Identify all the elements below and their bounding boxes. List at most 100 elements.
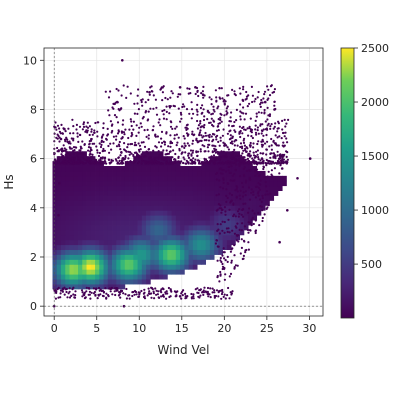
density-cell (205, 205, 211, 211)
data-point (58, 162, 62, 165)
density-cell (150, 215, 155, 221)
density-cell (209, 161, 215, 167)
data-point (234, 94, 237, 97)
density-cell (120, 220, 126, 226)
density-cell (171, 175, 177, 182)
density-cell (154, 190, 160, 196)
density-cell (61, 205, 66, 211)
data-point (244, 251, 247, 254)
density-cell (214, 195, 219, 201)
data-point (136, 112, 139, 115)
density-cell (61, 210, 66, 216)
data-point (272, 127, 275, 130)
data-point (203, 139, 206, 142)
density-cell (90, 170, 96, 177)
density-cell (260, 190, 266, 196)
data-point (230, 193, 234, 197)
data-point (182, 289, 185, 292)
density-cell (171, 225, 177, 231)
density-cell (243, 215, 249, 221)
density-cell (205, 225, 211, 231)
density-cell (243, 210, 249, 216)
data-point (192, 112, 195, 115)
density-cell (90, 190, 96, 196)
data-point (268, 94, 272, 97)
density-cell (61, 239, 66, 246)
data-point (252, 154, 256, 157)
data-point (81, 295, 84, 298)
data-point (146, 119, 149, 122)
data-point (189, 158, 192, 161)
density-cell (201, 234, 207, 241)
density-cell (95, 185, 100, 192)
data-point (249, 150, 252, 153)
data-point (105, 297, 108, 300)
density-cell (56, 229, 62, 236)
data-point (202, 289, 205, 292)
density-cell (52, 249, 58, 255)
density-cell (78, 215, 83, 221)
density-cell (235, 180, 241, 187)
data-point (130, 152, 133, 155)
data-point (277, 122, 280, 125)
density-cell (184, 244, 189, 251)
data-point (120, 159, 123, 162)
density-cell (137, 180, 143, 187)
density-cell (243, 166, 249, 172)
density-cell (90, 195, 96, 201)
density-cell (116, 244, 121, 251)
data-point (104, 287, 107, 290)
data-point (247, 241, 250, 244)
density-cell (90, 220, 96, 226)
data-point (146, 90, 149, 93)
data-point (279, 155, 283, 158)
density-cell (146, 274, 151, 280)
data-point (254, 196, 257, 199)
density-cell (154, 185, 160, 192)
data-point (98, 142, 101, 145)
data-point (163, 157, 167, 160)
density-cell (56, 279, 62, 285)
density-cell (163, 244, 168, 251)
data-point (185, 296, 188, 299)
data-point (206, 286, 210, 290)
density-cell (150, 274, 155, 280)
density-cell (82, 225, 87, 231)
density-cell (180, 229, 185, 236)
data-point (135, 134, 138, 137)
density-cell (129, 239, 134, 246)
density-cell (256, 200, 262, 206)
density-cell (180, 264, 185, 270)
density-cell (69, 175, 75, 182)
data-point (243, 166, 246, 169)
density-cell (171, 190, 177, 196)
density-cell (133, 225, 138, 231)
data-point (176, 141, 179, 144)
data-point (215, 172, 218, 176)
density-cell (73, 200, 79, 206)
data-point (242, 159, 246, 162)
data-point (247, 221, 250, 224)
data-point (137, 108, 140, 111)
data-point (208, 156, 211, 159)
data-point (217, 295, 220, 298)
density-cell (243, 175, 249, 182)
density-cell (209, 205, 215, 211)
density-cell (78, 259, 83, 265)
data-point (245, 90, 248, 94)
data-point (212, 108, 215, 111)
density-cell (201, 200, 207, 206)
density-cell (175, 210, 181, 216)
density-cell (171, 254, 177, 260)
y-tick-label: 8 (30, 103, 37, 116)
density-cell (52, 220, 58, 226)
density-cell (61, 249, 66, 255)
outlier-point (194, 86, 197, 89)
data-point (166, 98, 169, 101)
data-point (86, 121, 89, 124)
density-cell (61, 175, 66, 182)
data-point (233, 266, 236, 269)
data-point (257, 182, 260, 185)
data-point (105, 162, 108, 165)
